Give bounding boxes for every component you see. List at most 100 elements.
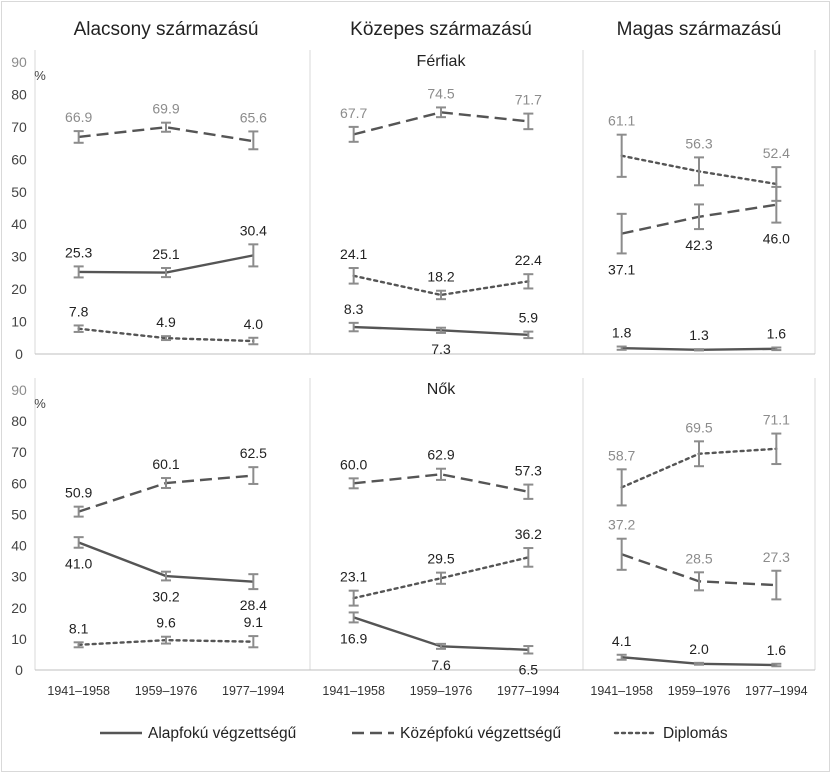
data-label: 71.7 [515,92,542,108]
data-label: 57.3 [515,463,542,479]
y-tick-label: 90 [11,382,27,398]
data-label: 9.6 [156,615,176,631]
y-tick-label: 90 [11,54,27,70]
data-label: 25.3 [65,244,92,260]
data-label: 7.6 [431,657,451,673]
data-label: 28.4 [240,597,267,613]
data-label: 7.3 [431,341,451,357]
series-line [78,126,254,143]
x-tick-label: 1959–1976 [410,684,473,698]
data-label: 41.0 [65,556,92,572]
row-title: Nők [427,381,456,398]
data-label: 27.3 [763,549,790,565]
data-label: 69.5 [685,419,712,435]
data-label: 66.9 [65,109,92,125]
data-label: 74.5 [427,85,454,101]
row-title: Férfiak [417,53,467,70]
data-label: 58.7 [608,447,635,463]
y-tick-label: 40 [11,216,27,232]
data-label: 62.9 [427,447,454,463]
data-label: 6.5 [519,662,539,678]
data-label: 1.8 [612,325,632,341]
x-tick-label: 1977–1994 [745,684,808,698]
data-label: 52.4 [763,145,790,161]
legend-label: Diplomás [663,725,728,742]
data-label: 71.1 [763,412,790,428]
data-label: 7.8 [69,303,89,319]
data-label: 37.1 [608,261,635,277]
y-tick-label: 0 [15,346,23,362]
data-label: 67.7 [340,105,367,121]
y-tick-label: 70 [11,444,27,460]
x-tick-label: 1941–1958 [590,684,653,698]
data-label: 61.1 [608,113,635,129]
x-tick-label: 1959–1976 [135,684,198,698]
y-tick-label: 10 [11,631,27,647]
y-tick-label: 50 [11,506,27,522]
row-title-bg [399,376,483,398]
data-label: 18.2 [427,269,454,285]
x-tick-label: 1941–1958 [47,684,110,698]
y-tick-label: 0 [15,662,23,678]
data-label: 25.1 [152,246,179,262]
data-label: 16.9 [340,630,367,646]
y-tick-label: 80 [11,86,27,102]
x-tick-label: 1977–1994 [222,684,285,698]
data-label: 30.4 [240,222,267,238]
data-label: 28.5 [685,550,712,566]
x-tick-label: 1941–1958 [322,684,385,698]
data-label: 50.9 [65,485,92,501]
x-tick-label: 1959–1976 [668,684,731,698]
data-label: 23.1 [340,569,367,585]
y-tick-label: 20 [11,600,27,616]
y-tick-label: 70 [11,119,27,135]
row-title-bg [399,48,483,70]
y-tick-label: 30 [11,569,27,585]
data-label: 4.9 [156,314,176,330]
column-title: Közepes származású [350,19,532,40]
data-label: 60.1 [152,456,179,472]
data-label: 30.2 [152,588,179,604]
data-label: 1.3 [689,327,709,343]
data-label: 4.1 [612,633,632,649]
data-label: 24.1 [340,246,367,262]
data-label: 4.0 [244,316,264,332]
y-tick-label: 30 [11,249,27,265]
data-label: 8.3 [344,301,364,317]
data-label: 22.4 [515,252,542,268]
data-label: 65.6 [240,109,267,125]
x-tick-label: 1977–1994 [497,684,560,698]
y-tick-label: 60 [11,151,27,167]
data-label: 42.3 [685,237,712,253]
y-tick-label: 50 [11,184,27,200]
y-tick-label: 60 [11,475,27,491]
data-label: 69.9 [152,101,179,117]
y-tick-label: 80 [11,413,27,429]
y-tick-label: 20 [11,281,27,297]
column-title: Magas származású [617,19,782,40]
data-label: 5.9 [519,310,539,326]
data-label: 1.6 [767,642,787,658]
series-line [352,556,530,600]
data-label: 56.3 [685,135,712,151]
y-tick-label: 10 [11,314,27,330]
series-line [353,473,529,493]
y-unit-label: % [34,68,46,83]
series-line [352,274,530,297]
data-label: 9.1 [244,614,264,630]
data-label: 1.6 [767,326,787,342]
data-label: 46.0 [763,231,790,247]
data-label: 29.5 [427,551,454,567]
data-label: 60.0 [340,456,367,472]
column-title: Alacsony származású [74,19,259,40]
y-unit-label: % [34,396,46,411]
data-label: 2.0 [689,641,709,657]
legend-label: Középfokú végzettségű [400,725,561,742]
data-label: 36.2 [515,526,542,542]
data-label: 62.5 [240,445,267,461]
data-label: 37.2 [608,517,635,533]
y-tick-label: 40 [11,538,27,554]
